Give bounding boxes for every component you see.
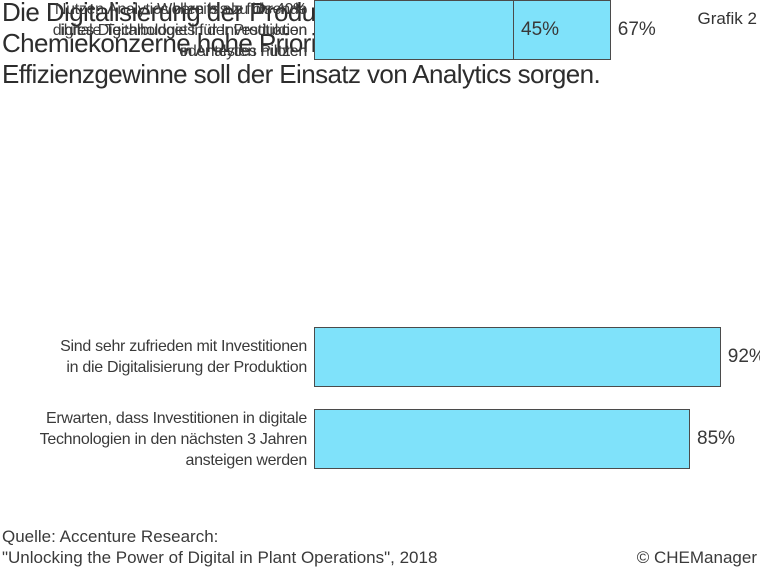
bar-row: Wollen bis zu bis 40% ihres Digitalbudge… [0,0,760,60]
grafik-number-label: Grafik 2 [697,9,757,28]
source-line-1: Quelle: Accenture Research: [2,527,219,546]
bar-92 [314,327,721,387]
bar-value-label: 45% [521,19,560,40]
bar-value-label: 67% [617,19,656,40]
bar-category-label: Sind sehr zufrieden mit Investitionen in… [60,338,307,376]
source-line-2: "Unlocking the Power of Digital in Plant… [2,548,438,567]
copyright-label: © CHEManager [636,548,757,567]
bar-category-label: Nutzen Analytics bereits als führende di… [52,0,308,60]
bar-row: Sind sehr zufrieden mit Investitionen in… [0,327,760,387]
bar-category-label: Wollen bis zu bis 40% ihres Digitalbudge… [60,0,307,60]
bar-category-label: Erwarten, dass Investitionen in digitale… [39,409,308,469]
bar-value-label: 85% [697,428,736,449]
bar-row: Erwarten, dass Investitionen in digitale… [0,409,760,469]
bar-value-label: 92% [727,346,760,367]
bar-85 [314,409,690,469]
bar-45 [314,0,514,60]
